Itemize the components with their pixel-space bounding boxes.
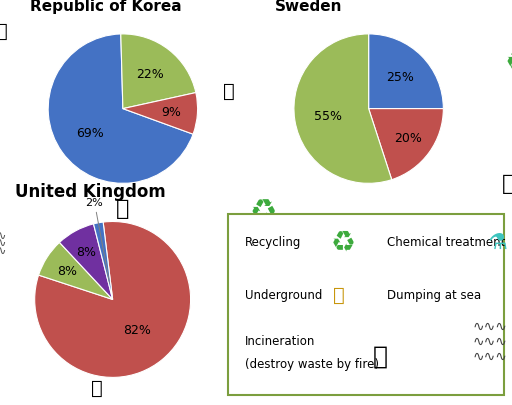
Text: 22%: 22% <box>137 68 164 81</box>
Text: 20%: 20% <box>394 131 422 144</box>
Text: Dumping at sea: Dumping at sea <box>387 288 481 301</box>
Text: 55%: 55% <box>314 109 342 122</box>
Wedge shape <box>123 93 198 135</box>
Text: ∿∿∿: ∿∿∿ <box>473 319 507 333</box>
Text: 🪣: 🪣 <box>91 378 103 396</box>
Wedge shape <box>35 222 190 377</box>
Text: 🔨: 🔨 <box>0 21 7 40</box>
Text: ∿∿∿: ∿∿∿ <box>0 237 8 250</box>
Wedge shape <box>38 243 113 300</box>
Text: Sweden: Sweden <box>275 0 343 14</box>
Wedge shape <box>369 109 443 180</box>
Wedge shape <box>294 35 392 184</box>
Text: ∿∿∿: ∿∿∿ <box>473 334 507 348</box>
Text: 🔥: 🔥 <box>373 344 388 368</box>
Text: 🪣: 🪣 <box>223 81 234 100</box>
Text: (destroy waste by fire): (destroy waste by fire) <box>245 357 379 370</box>
Text: 25%: 25% <box>387 71 414 84</box>
Text: ∿∿∿: ∿∿∿ <box>0 245 8 258</box>
Text: ∿∿∿: ∿∿∿ <box>0 229 8 242</box>
Text: 🔥: 🔥 <box>116 198 129 218</box>
Wedge shape <box>48 35 193 184</box>
Text: Recycling: Recycling <box>245 236 302 249</box>
Text: ♻: ♻ <box>504 48 512 77</box>
Wedge shape <box>94 222 113 300</box>
Text: 69%: 69% <box>76 127 103 140</box>
Text: Underground: Underground <box>245 288 323 301</box>
Text: ∿∿∿: ∿∿∿ <box>473 349 507 363</box>
Text: ⚗: ⚗ <box>488 232 508 252</box>
Text: Incineration: Incineration <box>245 335 315 347</box>
Text: Chemical treatment: Chemical treatment <box>387 236 506 249</box>
Text: 2%: 2% <box>86 197 110 283</box>
Text: 🔥: 🔥 <box>502 174 512 194</box>
Wedge shape <box>121 35 196 109</box>
Text: ♻: ♻ <box>330 228 355 256</box>
Text: 82%: 82% <box>123 323 152 336</box>
Text: 8%: 8% <box>57 264 77 277</box>
Text: United Kingdom: United Kingdom <box>15 183 166 201</box>
Text: Republic of Korea: Republic of Korea <box>30 0 181 14</box>
Wedge shape <box>369 35 443 109</box>
Text: 8%: 8% <box>76 245 97 258</box>
FancyBboxPatch shape <box>228 214 504 395</box>
Text: ⛏: ⛏ <box>333 285 345 304</box>
Wedge shape <box>59 224 113 300</box>
Text: 9%: 9% <box>161 106 181 119</box>
Text: ♻: ♻ <box>249 197 276 226</box>
